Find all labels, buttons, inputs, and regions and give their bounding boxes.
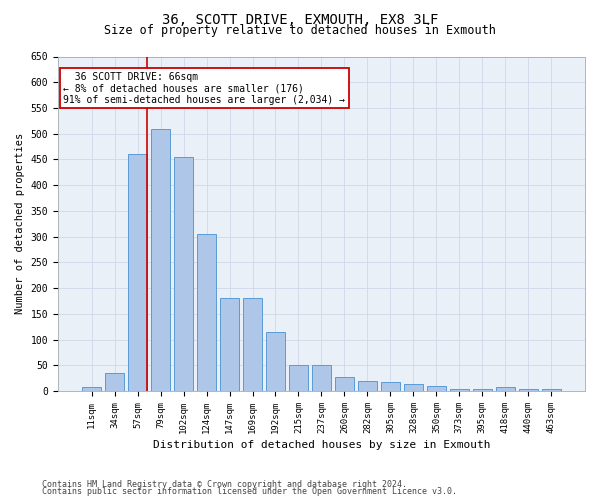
- Bar: [128, 154, 148, 391]
- Bar: [380, 382, 400, 391]
- Y-axis label: Number of detached properties: Number of detached properties: [15, 133, 25, 314]
- Bar: [358, 381, 377, 391]
- Text: Contains HM Land Registry data © Crown copyright and database right 2024.: Contains HM Land Registry data © Crown c…: [42, 480, 407, 489]
- Bar: [82, 388, 101, 391]
- Bar: [335, 377, 354, 391]
- Bar: [473, 388, 492, 391]
- Bar: [105, 373, 124, 391]
- Text: Size of property relative to detached houses in Exmouth: Size of property relative to detached ho…: [104, 24, 496, 37]
- Bar: [449, 388, 469, 391]
- Bar: [243, 298, 262, 391]
- Bar: [496, 388, 515, 391]
- X-axis label: Distribution of detached houses by size in Exmouth: Distribution of detached houses by size …: [153, 440, 490, 450]
- Bar: [518, 388, 538, 391]
- Text: 36 SCOTT DRIVE: 66sqm
← 8% of detached houses are smaller (176)
91% of semi-deta: 36 SCOTT DRIVE: 66sqm ← 8% of detached h…: [63, 72, 345, 105]
- Bar: [266, 332, 285, 391]
- Bar: [404, 384, 423, 391]
- Bar: [427, 386, 446, 391]
- Text: Contains public sector information licensed under the Open Government Licence v3: Contains public sector information licen…: [42, 487, 457, 496]
- Bar: [174, 157, 193, 391]
- Bar: [289, 366, 308, 391]
- Bar: [311, 366, 331, 391]
- Bar: [151, 128, 170, 391]
- Bar: [542, 388, 561, 391]
- Text: 36, SCOTT DRIVE, EXMOUTH, EX8 3LF: 36, SCOTT DRIVE, EXMOUTH, EX8 3LF: [162, 12, 438, 26]
- Bar: [220, 298, 239, 391]
- Bar: [197, 234, 217, 391]
